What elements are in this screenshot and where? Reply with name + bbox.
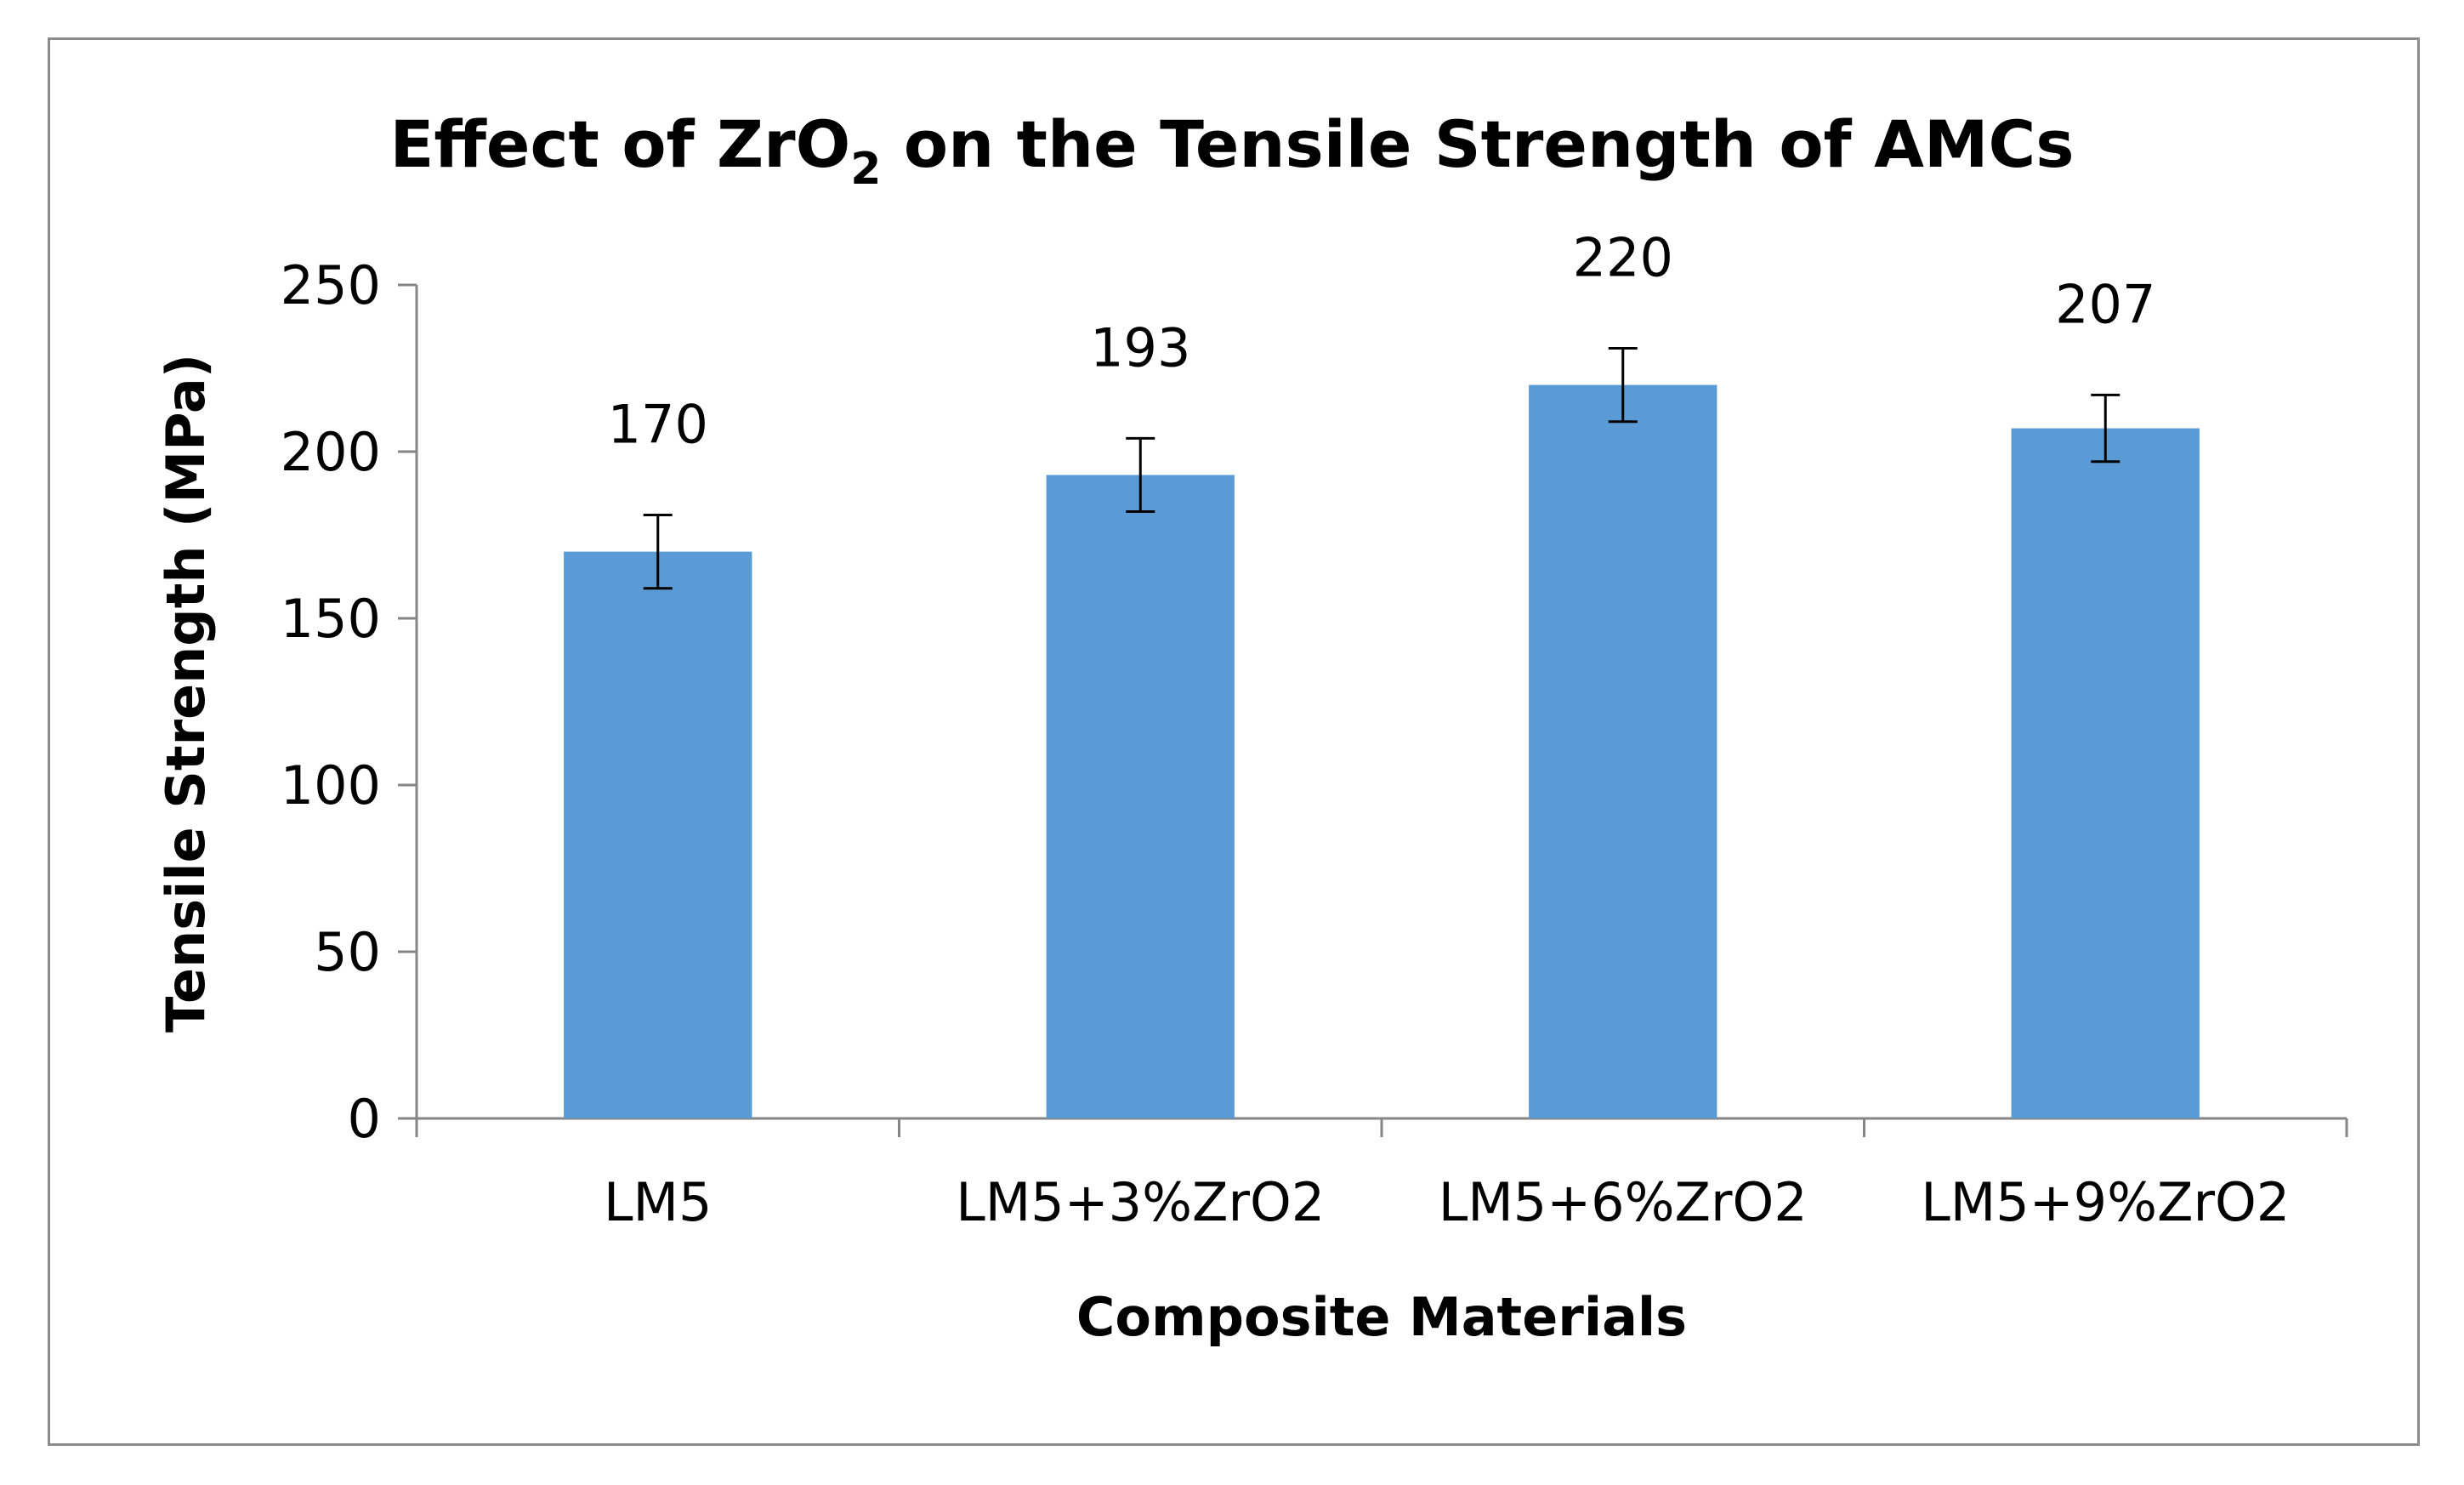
y-tick-label: 100 [281,754,381,816]
bar [1046,475,1235,1118]
y-tick-label: 200 [281,421,381,483]
bar [1529,384,1717,1119]
data-labels: 170 193 220 207 [608,226,2156,455]
y-tick-label: 0 [348,1088,381,1150]
x-axis-title: Composite Materials [1076,1286,1687,1348]
x-ticks [415,1118,2348,1137]
x-tick-label: LM5 [604,1171,712,1233]
y-ticks: 0 50 100 150 200 250 [281,254,417,1150]
data-label: 193 [1090,316,1190,378]
y-tick-label: 150 [281,588,381,650]
bar [564,551,752,1118]
x-tick-label: LM5+3%ZrO2 [956,1171,1325,1233]
y-axis-title: Tensile Strength (MPa) [155,354,217,1033]
title-subscript: 2 [850,144,881,195]
bars [564,384,2200,1119]
chart-title: Effect of ZrO2 on the Tensile Strength o… [389,106,2074,195]
x-tick-label: LM5+6%ZrO2 [1439,1171,1808,1233]
data-label: 220 [1573,226,1673,288]
data-label: 207 [2055,273,2155,335]
category-labels: LM5 LM5+3%ZrO2 LM5+6%ZrO2 LM5+9%ZrO2 [604,1171,2290,1233]
data-label: 170 [608,393,708,455]
x-tick-label: LM5+9%ZrO2 [1921,1171,2290,1233]
bar [2011,428,2200,1118]
error-bars [643,346,2121,590]
y-tick-label: 250 [281,254,381,316]
y-tick-label: 50 [314,921,381,983]
